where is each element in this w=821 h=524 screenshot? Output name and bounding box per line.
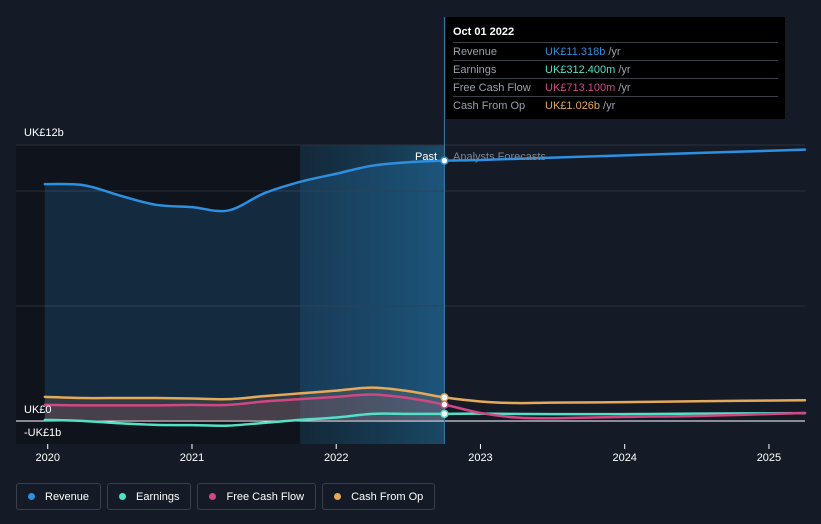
cash-from-op-dot-icon: [334, 493, 342, 500]
legend-label: Cash From Op: [351, 490, 424, 503]
legend-item-cash-from-op[interactable]: Cash From Op: [322, 483, 436, 510]
legend-label: Earnings: [136, 490, 180, 503]
earnings-line: [43, 411, 807, 427]
x-tick-label: 2023: [468, 452, 492, 464]
tooltip-row-earnings: Earnings UK£312.400m /yr: [453, 60, 778, 78]
legend-item-revenue[interactable]: Revenue: [16, 483, 102, 510]
cash-from-op-line: [43, 386, 807, 405]
tooltip-row-unit: /yr: [603, 99, 616, 112]
tooltip-row-label: Earnings: [453, 63, 497, 76]
earnings-dot-icon: [119, 493, 127, 500]
x-tick-label: 2024: [612, 452, 636, 464]
free-cash-flow-dot-icon: [209, 493, 217, 500]
free-cash-flow-line: [43, 393, 807, 420]
cash-from-op-marker: [440, 393, 449, 402]
x-tick-label: 2022: [324, 452, 348, 464]
tooltip-row-value: UK£1.026b: [545, 99, 601, 112]
tooltip-row-value: UK£312.400m: [545, 63, 616, 76]
forecast-label: Analysts Forecasts: [453, 151, 546, 163]
tooltip: Oct 01 2022 Revenue UK£11.318b /yr Earni…: [446, 17, 785, 119]
y-axis-label-top: UK£12b: [24, 127, 64, 139]
legend-label: Free Cash Flow: [226, 490, 305, 503]
revenue-line: [43, 148, 807, 213]
revenue-marker: [440, 156, 449, 165]
x-tick-label: 2021: [180, 452, 204, 464]
x-axis: 2020 2021 2022 2023 2024 2025: [35, 444, 781, 464]
free-cash-flow-area: [44, 394, 445, 421]
past-label: Past: [415, 151, 437, 163]
earnings-marker: [440, 409, 449, 419]
tooltip-row-value: UK£713.100m: [545, 81, 616, 94]
tooltip-row-label: Cash From Op: [453, 99, 526, 112]
tooltip-row-revenue: Revenue UK£11.318b /yr: [453, 42, 778, 60]
tooltip-row-free-cash-flow: Free Cash Flow UK£713.100m /yr: [453, 78, 778, 96]
legend-item-earnings[interactable]: Earnings: [107, 483, 192, 510]
tooltip-row-unit: /yr: [618, 63, 631, 76]
legend: Revenue Earnings Free Cash Flow Cash Fro…: [16, 483, 436, 510]
x-tick-label: 2025: [757, 452, 781, 464]
y-axis-label-zero: UK£0: [24, 404, 52, 416]
series-markers: [440, 156, 449, 419]
legend-item-free-cash-flow[interactable]: Free Cash Flow: [197, 483, 317, 510]
tooltip-row-value: UK£11.318b: [545, 45, 606, 58]
tooltip-row-label: Revenue: [453, 45, 498, 58]
y-axis-label-bottom: -UK£1b: [24, 427, 61, 439]
legend-label: Revenue: [45, 490, 90, 503]
x-tick-label: 2020: [35, 452, 59, 464]
tooltip-date: Oct 01 2022: [453, 26, 515, 38]
tooltip-row-label: Free Cash Flow: [453, 81, 531, 94]
tooltip-row-cash-from-op: Cash From Op UK£1.026b /yr: [453, 96, 778, 114]
revenue-dot-icon: [28, 493, 35, 500]
tooltip-row-unit: /yr: [608, 45, 621, 58]
tooltip-row-unit: /yr: [618, 81, 631, 94]
series-lines: [43, 148, 807, 427]
grid: [16, 144, 805, 422]
free-cash-flow-marker: [440, 400, 449, 409]
revenue-area: [44, 160, 445, 421]
chart: UK£12b UK£0 -UK£1b Past Analysts Forecas…: [16, 17, 807, 464]
